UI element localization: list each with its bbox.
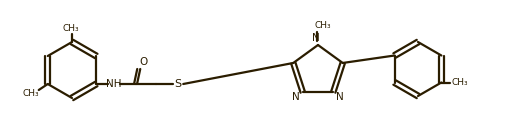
Text: CH₃: CH₃ (22, 90, 39, 99)
Text: CH₃: CH₃ (315, 20, 331, 29)
Text: O: O (139, 57, 147, 67)
Text: N: N (336, 92, 344, 102)
Text: CH₃: CH₃ (451, 78, 468, 87)
Text: CH₃: CH₃ (63, 23, 79, 33)
Text: S: S (175, 79, 182, 89)
Text: N: N (292, 92, 299, 102)
Text: N: N (312, 33, 320, 43)
Text: NH: NH (107, 79, 122, 89)
